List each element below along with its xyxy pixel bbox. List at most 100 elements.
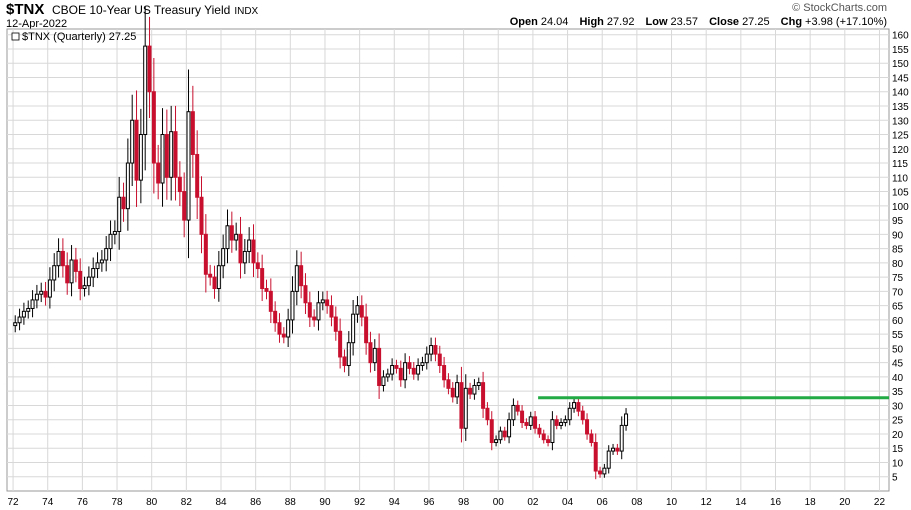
candle-body bbox=[121, 196, 126, 210]
candle-body bbox=[476, 382, 481, 386]
candle-body bbox=[355, 305, 360, 315]
candle-body bbox=[398, 367, 403, 381]
candle-body bbox=[34, 293, 39, 301]
y-tick-label: 115 bbox=[892, 159, 908, 170]
ohlc-summary: Open 24.04 High 27.92 Low 23.57 Close 27.25 … bbox=[510, 16, 887, 28]
candle-body bbox=[264, 288, 269, 292]
candle-body bbox=[21, 310, 26, 318]
candle-body bbox=[182, 191, 187, 221]
candle-body bbox=[169, 131, 174, 178]
candle-body bbox=[602, 467, 607, 475]
low-label: Low bbox=[645, 16, 668, 28]
candle-body bbox=[502, 430, 507, 438]
candle-body bbox=[255, 262, 260, 270]
candle-body bbox=[572, 402, 577, 409]
candle-body bbox=[498, 430, 503, 441]
candle-body bbox=[47, 279, 52, 298]
y-tick-label: 60 bbox=[892, 316, 904, 327]
x-tick-label: 86 bbox=[250, 497, 262, 508]
y-tick-label: 30 bbox=[892, 401, 904, 412]
candle-body bbox=[377, 347, 382, 386]
y-tick-label: 10 bbox=[892, 458, 904, 469]
candle-body bbox=[546, 439, 551, 444]
y-tick-label: 70 bbox=[892, 287, 904, 298]
candle-body bbox=[359, 305, 364, 318]
change-value: +3.98 (+17.10%) bbox=[805, 16, 887, 28]
candle-body bbox=[381, 376, 386, 386]
candle-body bbox=[485, 407, 490, 421]
y-tick-label: 100 bbox=[892, 202, 909, 213]
legend-swatch-icon bbox=[11, 32, 20, 41]
y-tick-label: 110 bbox=[892, 173, 908, 184]
y-tick-label: 20 bbox=[892, 430, 904, 441]
candle-body bbox=[186, 111, 191, 221]
candle-body bbox=[342, 356, 347, 367]
candle-body bbox=[26, 307, 31, 312]
chart-header: $TNX CBOE 10-Year US Treasury Yield INDX … bbox=[0, 0, 911, 30]
x-tick-label: 84 bbox=[215, 497, 227, 508]
x-tick-label: 06 bbox=[597, 497, 609, 508]
candle-body bbox=[433, 345, 438, 355]
candle-body bbox=[52, 265, 57, 281]
candle-body bbox=[277, 322, 282, 335]
candle-body bbox=[611, 447, 616, 452]
x-tick-label: 88 bbox=[285, 497, 297, 508]
candlestick-series bbox=[13, 6, 629, 480]
candle-body bbox=[524, 422, 529, 426]
candle-body bbox=[606, 450, 611, 469]
candle-body bbox=[511, 404, 516, 421]
candle-body bbox=[147, 45, 152, 93]
candle-body bbox=[156, 162, 161, 184]
candle-body bbox=[203, 233, 208, 275]
candle-body bbox=[17, 316, 22, 324]
candle-body bbox=[312, 316, 317, 321]
candle-body bbox=[455, 382, 460, 398]
open-value: 24.04 bbox=[540, 16, 569, 28]
candle-body bbox=[13, 322, 18, 327]
x-tick-label: 80 bbox=[146, 497, 158, 508]
candle-body bbox=[472, 384, 477, 395]
y-tick-label: 150 bbox=[892, 59, 909, 70]
candle-body bbox=[619, 424, 624, 452]
candle-body bbox=[91, 268, 96, 278]
candle-body bbox=[225, 225, 230, 250]
candle-body bbox=[307, 302, 312, 318]
candle-body bbox=[585, 419, 590, 435]
candle-body bbox=[394, 365, 399, 369]
candle-body bbox=[541, 433, 546, 441]
candle-body bbox=[580, 410, 585, 421]
candle-body bbox=[199, 196, 204, 235]
high-value: 27.92 bbox=[606, 16, 635, 28]
candle-body bbox=[403, 362, 408, 381]
candle-body bbox=[251, 239, 256, 264]
candle-body bbox=[143, 45, 148, 136]
candle-body bbox=[528, 416, 533, 426]
candle-body bbox=[108, 233, 113, 250]
candle-body bbox=[73, 259, 78, 272]
candle-body bbox=[459, 382, 464, 429]
x-tick-label: 04 bbox=[562, 497, 574, 508]
x-tick-label: 94 bbox=[389, 497, 401, 508]
candle-body bbox=[624, 413, 629, 426]
candle-body bbox=[43, 290, 48, 298]
y-tick-label: 95 bbox=[892, 216, 904, 227]
candle-body bbox=[390, 365, 395, 375]
candle-body bbox=[177, 176, 182, 193]
candle-body bbox=[130, 119, 135, 164]
candle-body bbox=[316, 302, 321, 321]
candle-body bbox=[589, 433, 594, 444]
candle-body bbox=[281, 333, 286, 338]
candle-body bbox=[325, 299, 330, 307]
candle-body bbox=[134, 119, 139, 181]
symbol: $TNX bbox=[6, 1, 45, 18]
candle-body bbox=[563, 419, 568, 424]
candle-body bbox=[407, 362, 412, 369]
candle-body bbox=[446, 379, 451, 389]
candle-body bbox=[164, 134, 169, 178]
candle-body bbox=[567, 407, 572, 421]
candle-body bbox=[463, 387, 468, 429]
candle-body bbox=[489, 419, 494, 444]
plot-frame bbox=[6, 28, 890, 492]
y-tick-label: 120 bbox=[892, 145, 909, 156]
candle-body bbox=[346, 342, 351, 367]
